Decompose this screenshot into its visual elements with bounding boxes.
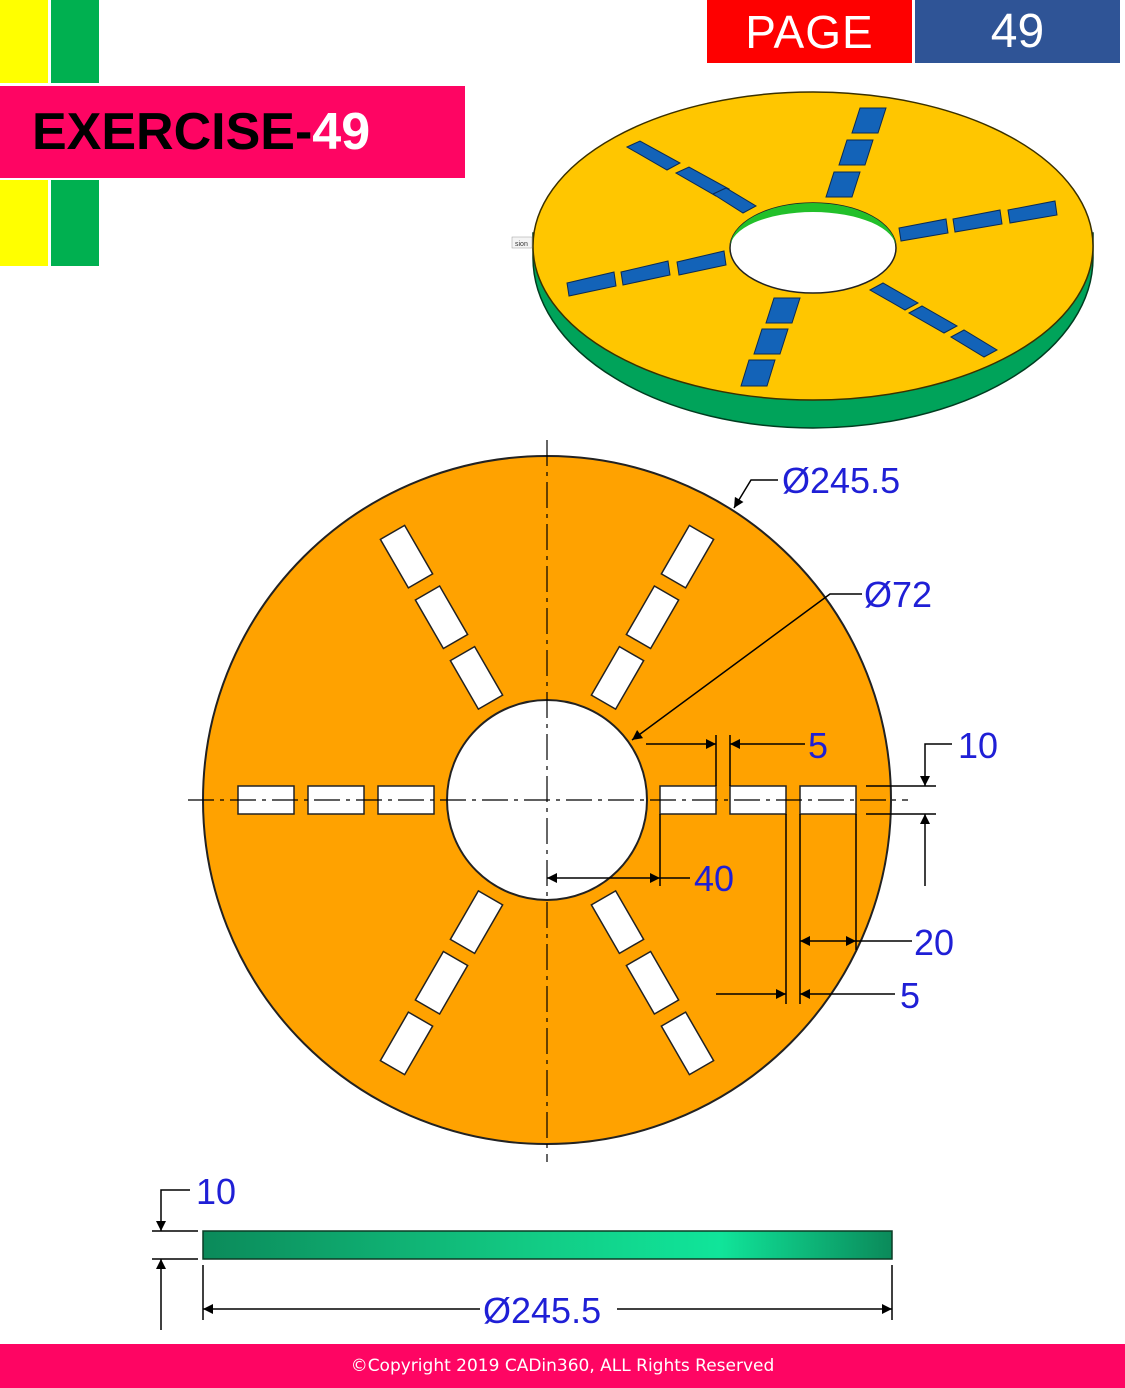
page-number: 49 — [915, 0, 1120, 63]
exercise-title-prefix: EXERCISE- — [32, 103, 313, 161]
dim-line-thickness — [156, 1189, 190, 1231]
slot — [414, 950, 469, 1016]
slot — [625, 584, 680, 650]
slot — [414, 584, 469, 650]
slot — [449, 889, 504, 955]
top-view — [188, 440, 908, 1162]
dim-thickness: 10 — [196, 1171, 236, 1212]
decor-bar-yellow-bottom — [0, 180, 48, 266]
exercise-title: EXERCISE- 49 — [0, 86, 465, 178]
iso-stamp-text: sion — [515, 241, 528, 248]
slot — [379, 524, 434, 589]
slot — [660, 1011, 715, 1076]
leader-hole-diameter — [631, 593, 862, 741]
leader-outer-diameter — [733, 479, 778, 509]
side-plate — [202, 1230, 893, 1260]
dimensions — [547, 479, 952, 1004]
slot — [379, 1011, 434, 1076]
iso-hole-wall — [730, 203, 896, 248]
decor-bar-yellow-top — [0, 0, 48, 83]
decor-bar-green-top — [51, 0, 99, 83]
iso-view: sion — [511, 91, 1094, 429]
slot — [590, 889, 645, 955]
decor-bar-green-bottom — [51, 180, 99, 266]
page-label: PAGE — [707, 0, 912, 63]
dim-side-diameter: Ø245.5 — [483, 1290, 601, 1331]
iso-stamp-box — [511, 236, 533, 249]
slot — [625, 950, 680, 1016]
iso-slots — [566, 107, 1058, 387]
dim-hole-diameter: Ø72 — [864, 574, 932, 615]
dim-outer-diameter: Ø245.5 — [782, 460, 900, 501]
dim-slot-length: 20 — [914, 922, 954, 963]
slot — [660, 524, 715, 589]
slot — [449, 645, 504, 711]
exercise-title-number: 49 — [312, 103, 371, 161]
footer-copyright: ©Copyright 2019 CADin360, ALL Rights Res… — [0, 1344, 1125, 1388]
dim-slot-spacing: 5 — [900, 975, 920, 1016]
dim-slot-width: 10 — [958, 725, 998, 766]
dim-line-width — [920, 743, 952, 786]
dim-slot-offset: 40 — [694, 858, 734, 899]
side-view: 10 Ø245.5 — [152, 1171, 893, 1331]
dim-slot-gap: 5 — [808, 725, 828, 766]
slot — [590, 645, 645, 711]
